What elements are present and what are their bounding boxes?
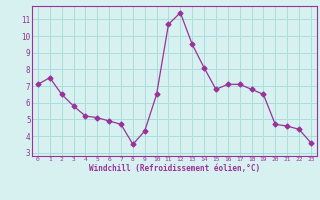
- X-axis label: Windchill (Refroidissement éolien,°C): Windchill (Refroidissement éolien,°C): [89, 164, 260, 173]
